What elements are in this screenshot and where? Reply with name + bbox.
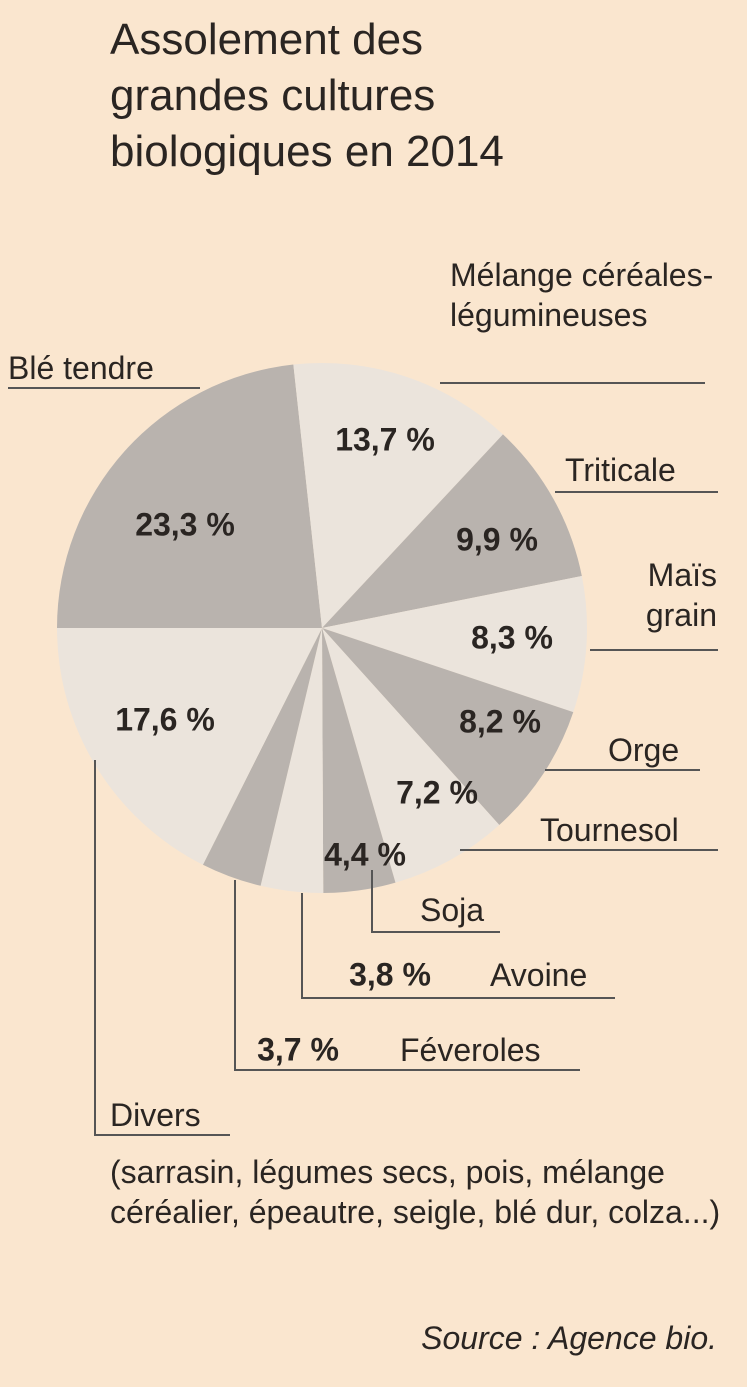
value-label: 4,4 % (324, 836, 406, 873)
leader-line (301, 893, 615, 999)
pie-slice (260, 628, 324, 894)
value-label: 8,2 % (459, 703, 541, 740)
category-label: Divers (110, 1097, 201, 1133)
value-label: 13,7 % (335, 421, 435, 458)
pie-slice (322, 628, 574, 825)
category-label: Avoine (490, 957, 588, 993)
leader-line (234, 880, 580, 1071)
category-label: Blé tendre (8, 350, 154, 386)
pie-slice (57, 628, 322, 865)
pie-slice (322, 628, 396, 893)
category-label: Mélange céréales-légumineuses (450, 257, 714, 333)
category-label: Triticale (565, 452, 676, 488)
category-label: Maïs grain (645, 557, 717, 633)
chart-title: Assolement des grandes cultures biologiq… (110, 15, 504, 176)
value-label: 9,9 % (456, 521, 538, 558)
value-label: 17,6 % (115, 701, 215, 738)
pie-slice (322, 628, 500, 883)
value-label: 3,7 % (257, 1031, 339, 1068)
value-label: 7,2 % (396, 774, 478, 811)
value-label: 23,3 % (135, 506, 235, 543)
value-label: 8,3 % (471, 619, 553, 656)
category-label: Orge (608, 732, 680, 768)
pie-slice (293, 362, 503, 628)
category-label: Féveroles (400, 1032, 541, 1068)
source: Source : Agence bio. (421, 1320, 717, 1356)
pie-slice (57, 364, 322, 628)
pie-slice (322, 575, 587, 713)
leader-line (94, 760, 230, 1136)
leader-line (371, 870, 500, 933)
value-label: 3,8 % (349, 956, 431, 993)
category-label: Soja (420, 892, 485, 928)
category-label: Tournesol (540, 812, 679, 848)
pie-slice (202, 628, 322, 886)
note: (sarrasin, légumes secs, pois, mélange c… (110, 1154, 721, 1230)
pie-slice (322, 434, 582, 628)
